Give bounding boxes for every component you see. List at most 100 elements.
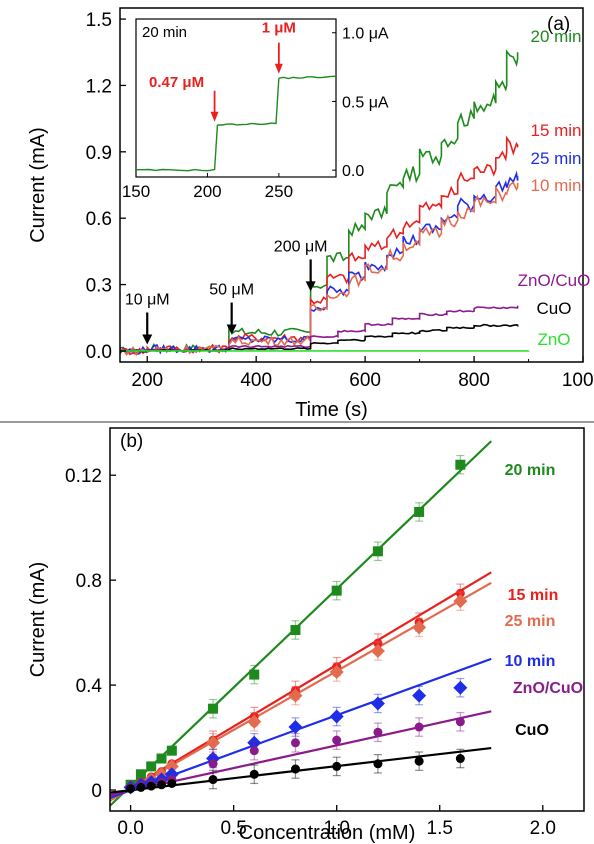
y-tick-label-a: 0.6 — [86, 209, 112, 230]
annotation-arrow-head — [305, 281, 316, 292]
series-10-min-line — [119, 181, 519, 357]
data-point — [453, 680, 468, 695]
series-label-20-min: 20 min — [530, 27, 581, 46]
y-axis-label-b: Current (mA) — [27, 562, 49, 678]
x-tick-label-b: 0.0 — [117, 818, 143, 839]
annotation-arrow-head — [226, 324, 237, 335]
data-point — [373, 638, 383, 648]
series-label-zno-cuo: ZnO/CuO — [513, 680, 583, 697]
series-cuo-points — [126, 748, 465, 794]
annotation-200-m-group: 200 μM — [274, 238, 328, 292]
series-label-10-min: 10 min — [530, 176, 581, 195]
y-tick-label-b: 0 — [91, 781, 102, 802]
data-point — [329, 709, 344, 724]
data-point — [412, 688, 427, 703]
data-point — [208, 759, 218, 769]
series-label-15-min: 15 min — [530, 121, 581, 140]
data-point — [373, 727, 383, 737]
x-tick-label-a: 800 — [458, 370, 490, 391]
data-point — [247, 735, 262, 750]
data-point — [157, 780, 167, 790]
inset-chart: 20 min 150 200 250 0.0 0.5 μA 1.0 μA 0.47 μM 1 μ… — [122, 18, 389, 201]
data-point — [370, 696, 385, 711]
inset-x-tick-label: 150 — [122, 182, 150, 201]
inset-x-tick-label: 250 — [265, 182, 293, 201]
data-point — [206, 735, 221, 750]
x-tick-label-a: 200 — [131, 370, 163, 391]
annotation-label: 10 μM — [125, 292, 170, 309]
fit-line-20-min — [109, 440, 493, 807]
series-label-zno: ZnO — [537, 330, 570, 349]
data-point — [455, 588, 465, 598]
inset-annotation-1-m: 1 μM — [262, 20, 296, 74]
series-25-min-group — [119, 170, 519, 356]
data-point — [249, 746, 259, 756]
data-point — [414, 756, 424, 766]
x-tick-label-b: 0.5 — [220, 818, 246, 839]
annotation-label: 50 μM — [209, 282, 254, 299]
panel-label-a: (a) — [547, 14, 570, 35]
data-point — [126, 784, 136, 794]
x-tick-label-a: 400 — [240, 370, 272, 391]
data-point — [167, 778, 177, 788]
x-axis-label-a: Time (s) — [295, 399, 368, 421]
annotation-label: 200 μM — [274, 238, 328, 255]
data-point — [249, 669, 260, 680]
x-tick-label-b: 1.0 — [323, 818, 349, 839]
annotation-arrow-head — [142, 334, 153, 345]
annotation-50-m-group: 50 μM — [209, 282, 254, 335]
inset-frame — [135, 18, 337, 178]
y-tick-label-a: 1.2 — [86, 76, 112, 97]
y-tick-label-b: 0.12 — [65, 466, 102, 487]
series-label-20-min: 20 min — [505, 462, 556, 479]
plot-frame-b — [109, 427, 585, 812]
inset-annotation-label: 1 μM — [262, 20, 296, 37]
inset-annotation-0-47-m: 0.47 μM — [149, 74, 219, 122]
y-tick-label-a: 0.9 — [86, 143, 112, 164]
data-point — [332, 735, 342, 745]
data-point — [331, 585, 342, 596]
data-point — [329, 664, 344, 679]
data-point — [156, 753, 167, 764]
y-tick-label-b: 0.8 — [76, 571, 102, 592]
x-tick-label-b: 2.0 — [530, 818, 556, 839]
data-point — [208, 703, 219, 714]
data-point — [164, 759, 179, 774]
plot-frame-a — [119, 7, 584, 363]
series-label-15-min: 15 min — [508, 587, 559, 604]
data-point — [455, 754, 465, 764]
series-label-25-min: 25 min — [505, 613, 556, 630]
y-tick-label-b: 0.4 — [76, 676, 103, 697]
data-point — [290, 738, 300, 748]
data-point — [208, 775, 218, 785]
data-point — [249, 769, 259, 779]
inset-y-tick-label: 1.0 μA — [342, 26, 389, 43]
data-point — [288, 688, 303, 703]
data-point — [290, 764, 300, 774]
data-point — [373, 759, 383, 769]
data-point — [414, 506, 425, 517]
data-point — [453, 594, 468, 609]
data-point — [136, 782, 146, 792]
data-point — [455, 717, 465, 727]
inset-y-tick-label: 0.5 μA — [342, 94, 389, 111]
data-point — [332, 761, 342, 771]
series-20-min-points — [125, 454, 466, 790]
data-point — [370, 643, 385, 658]
data-point — [146, 761, 157, 772]
chart-panel-b: 0.0 0.5 1.0 1.5 2.0 0 0.4 0.8 0.12 Concentration … — [27, 427, 585, 844]
x-axis-label-b: Concentration (mM) — [239, 822, 416, 844]
x-tick-label-b: 1.5 — [427, 818, 453, 839]
panel-label-b: (b) — [120, 431, 143, 452]
series-label-cuo: CuO — [537, 299, 572, 318]
data-point — [135, 769, 146, 780]
inset-y-tick-label: 0.0 — [342, 163, 364, 180]
data-point — [372, 546, 383, 557]
series-cuo-line — [119, 323, 519, 353]
inset-title: 20 min — [142, 24, 187, 41]
annotation-10-m-group: 10 μM — [125, 292, 170, 345]
y-axis-label-a: Current (mA) — [27, 127, 49, 243]
inset-annotation-arrow-head — [210, 111, 219, 122]
